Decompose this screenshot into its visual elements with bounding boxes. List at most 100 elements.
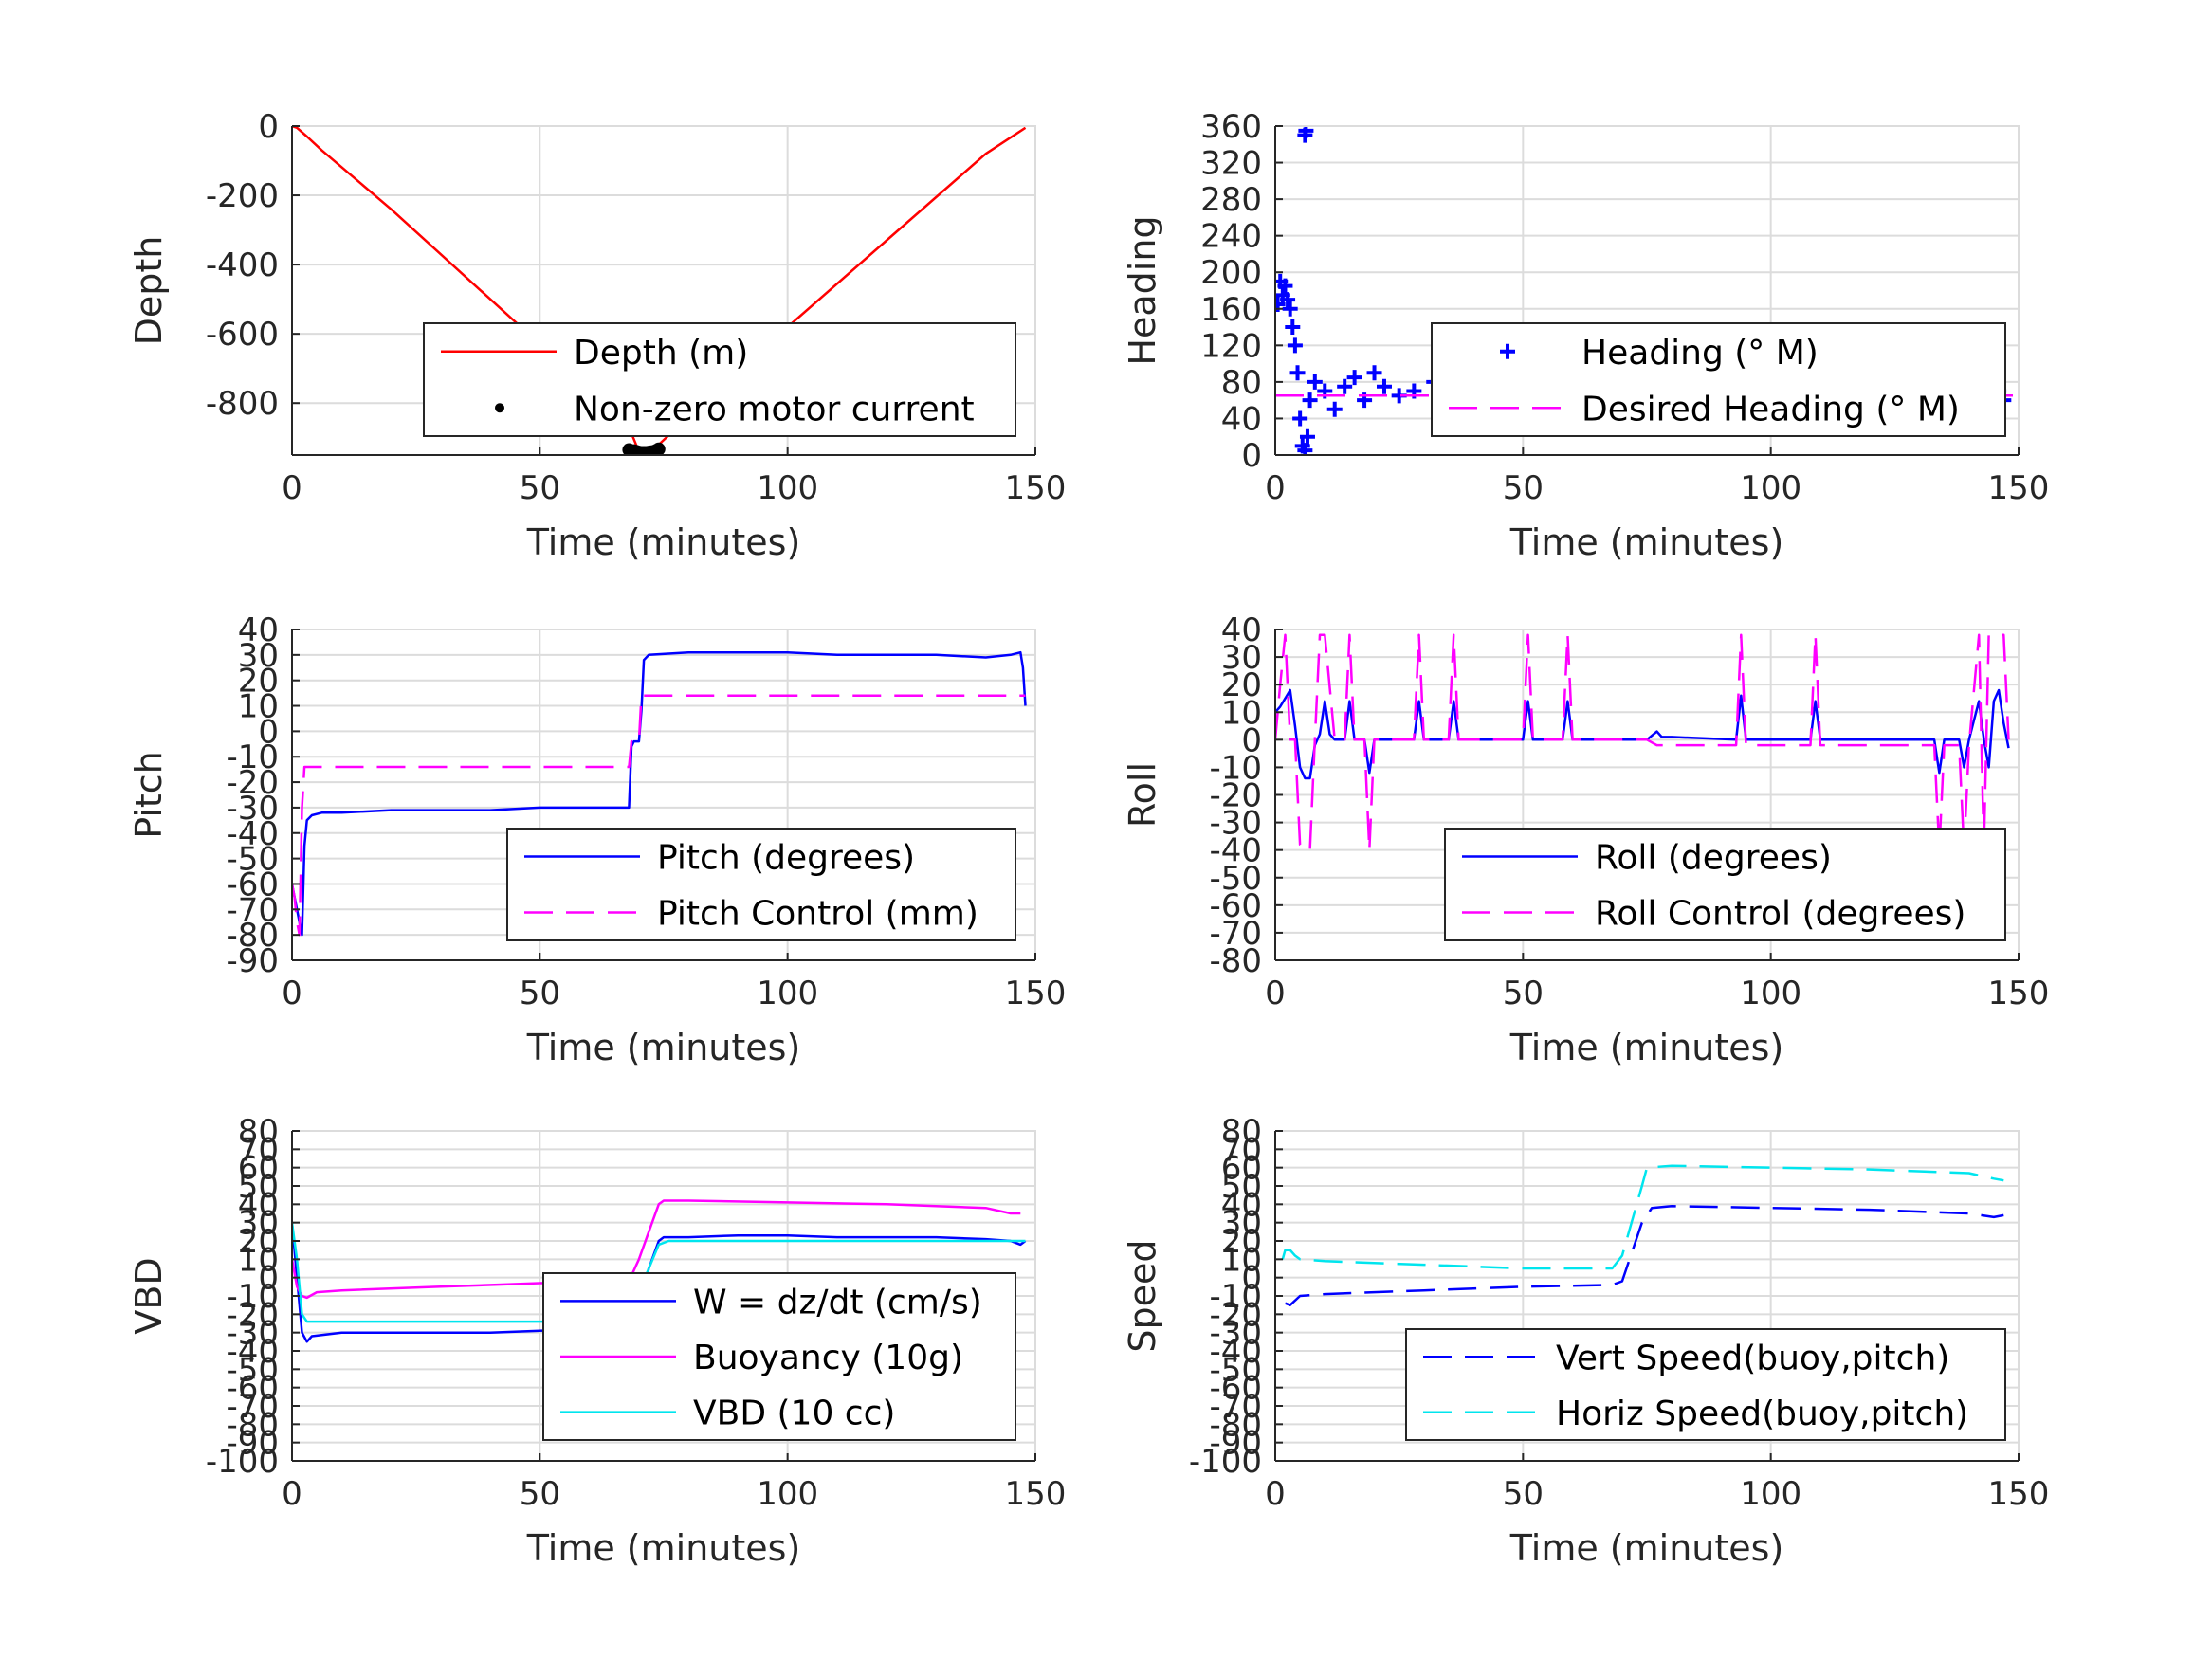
subplot-3: 0 50 100 150403020100-10-20-30-40-50-60-70-…: [128, 611, 1066, 1068]
y-tick-label: 80: [238, 1113, 279, 1151]
x-tick-label: 100: [757, 975, 818, 1012]
legend-label: Buoyancy (10g): [693, 1339, 963, 1377]
y-tick-label: -40: [1209, 1333, 1262, 1371]
subplot-1: 0 50 100 150 0 -200 -400 -600 -800 Time (minutes)…: [128, 108, 1066, 563]
y-tick-label: 0: [258, 713, 279, 751]
y-tick-label: -400: [206, 246, 279, 284]
x-tick-label: 100: [757, 469, 818, 507]
legend-entry: Buoyancy (10g): [560, 1339, 963, 1377]
y-tick-label: -200: [206, 177, 279, 215]
y-tick-label: -80: [226, 1406, 279, 1444]
y-tick-label: 240: [1200, 218, 1262, 256]
x-axis-label: Time (minutes): [1509, 521, 1784, 563]
subplot-5: 0 50 100 15080706050403020100-10-20-30-40-5…: [128, 1113, 1066, 1569]
x-axis-label: Time (minutes): [1509, 1027, 1784, 1068]
y-tick-label: 20: [238, 1223, 279, 1261]
series-group: [1275, 633, 2010, 851]
legend-entry: VBD (10 cc): [560, 1395, 895, 1433]
data-point: [1307, 374, 1323, 390]
legend-label: W = dz/dt (cm/s): [693, 1283, 982, 1322]
y-tick-label: 50: [238, 1168, 279, 1206]
y-tick-label: -80: [1209, 942, 1262, 980]
series-line-2: [292, 694, 1026, 937]
y-tick-label: -80: [226, 917, 279, 955]
y-tick-label: 40: [1221, 1186, 1262, 1224]
legend-box: [1405, 1328, 2006, 1441]
y-axis-label: Heading: [1122, 215, 1163, 365]
legend-label: Roll (degrees): [1595, 839, 1832, 878]
y-tick-label: 160: [1200, 291, 1262, 329]
y-tick-label: -60: [226, 1370, 279, 1408]
legend-label: Heading (° M): [1581, 334, 1819, 373]
y-tick-label: 10: [238, 1241, 279, 1279]
y-tick-label: 40: [238, 611, 279, 649]
x-tick-label: 150: [1005, 469, 1067, 507]
legend-entry: Pitch Control (mm): [524, 895, 978, 934]
legend-box: [506, 828, 1016, 941]
y-axis-label: Pitch: [128, 751, 170, 839]
y-tick-label: -60: [1209, 887, 1262, 925]
subplot-4: 0 50 100 150403020100-10-20-30-40-50-60-70-…: [1122, 611, 2049, 1068]
y-tick-label: -40: [226, 1333, 279, 1371]
y-tick-label: -50: [226, 841, 279, 879]
series-line-2: [1281, 1164, 2004, 1270]
y-tick-label: -10: [1209, 1278, 1262, 1316]
series-line-1: [292, 126, 1027, 453]
y-tick-label: -70: [226, 1388, 279, 1426]
y-tick-label: 20: [238, 663, 279, 701]
y-tick-label: -20: [226, 1296, 279, 1334]
y-axis-label: Roll: [1122, 762, 1163, 828]
x-tick-label: 150: [1005, 975, 1067, 1012]
y-tick-label: 10: [238, 688, 279, 726]
axis-frame: [1275, 629, 2020, 960]
x-tick-label: 50: [1503, 469, 1544, 507]
legend-entry: Desired Heading (° M): [1449, 390, 1960, 428]
axis-frame: [292, 125, 1036, 455]
y-tick-label: -10: [226, 1278, 279, 1316]
data-point: [1346, 370, 1362, 386]
y-tick-label: 80: [1221, 364, 1262, 402]
legend-label: Pitch Control (mm): [657, 895, 978, 934]
y-tick-label: -70: [1209, 915, 1262, 953]
data-point: [1277, 278, 1293, 294]
legend-label: Vert Speed(buoy,pitch): [1556, 1339, 1949, 1377]
y-tick-label: -100: [1189, 1443, 1262, 1481]
y-tick-label: -30: [226, 790, 279, 828]
data-point: [1297, 443, 1313, 455]
y-tick-label: -800: [206, 385, 279, 423]
series-line-2: [1275, 633, 2010, 851]
legend-entry: Roll (degrees): [1462, 839, 1832, 878]
x-tick-label: 150: [1988, 1475, 2050, 1513]
y-tick-label: -600: [206, 316, 279, 354]
y-axis-label: Speed: [1122, 1239, 1163, 1352]
y-tick-label: -90: [226, 1425, 279, 1463]
y-tick-label: 60: [1221, 1150, 1262, 1188]
x-tick-label: 50: [520, 469, 560, 507]
x-tick-label: 100: [757, 1475, 818, 1513]
y-tick-label: 320: [1200, 145, 1262, 183]
legend-label: Horiz Speed(buoy,pitch): [1556, 1395, 1968, 1433]
legend-entry: Heading (° M): [1500, 334, 1819, 373]
data-point: [1292, 410, 1308, 427]
y-tick-label: 30: [238, 1205, 279, 1243]
legend: Depth (m) Non-zero motor current: [423, 322, 1016, 437]
series-group: [1281, 1164, 2004, 1306]
x-tick-label: 0: [1265, 469, 1286, 507]
data-point: [651, 442, 666, 455]
legend-entry: Pitch (degrees): [524, 839, 915, 878]
y-tick-label: -10: [226, 738, 279, 776]
y-tick-label: 0: [258, 1260, 279, 1298]
x-tick-label: 100: [1740, 469, 1801, 507]
y-tick-label: 0: [1241, 437, 1262, 475]
y-tick-label: 70: [238, 1131, 279, 1169]
y-tick-label: 30: [238, 637, 279, 675]
legend-box: [423, 322, 1016, 437]
y-tick-label: 40: [1221, 611, 1262, 649]
data-point: [1376, 378, 1392, 394]
x-tick-label: 50: [1503, 1475, 1544, 1513]
y-tick-label: -60: [1209, 1370, 1262, 1408]
y-tick-label: -60: [226, 866, 279, 903]
y-tick-label: -20: [1209, 777, 1262, 815]
y-tick-label: -10: [1209, 749, 1262, 787]
y-tick-label: -20: [226, 764, 279, 802]
